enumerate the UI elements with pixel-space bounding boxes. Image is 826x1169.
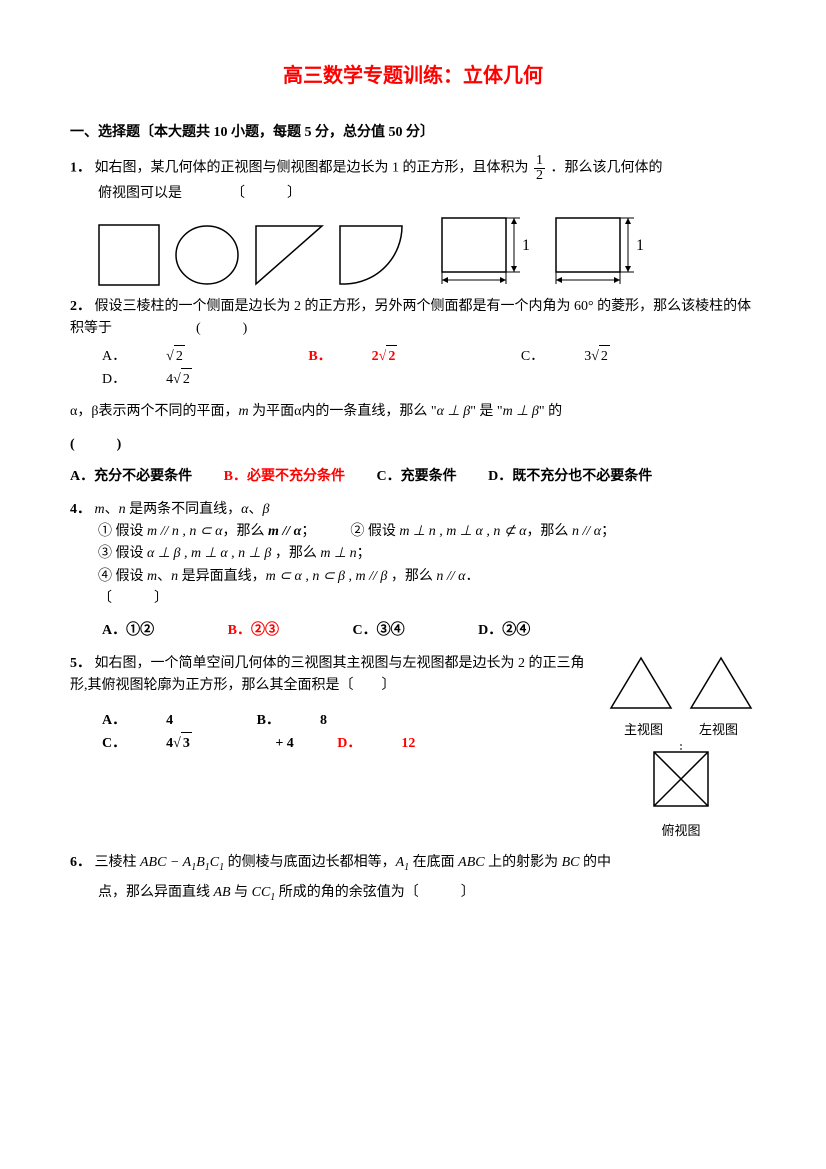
q5-label-top: 俯视图 — [606, 821, 756, 842]
q5-label-main: 主视图 — [624, 720, 663, 741]
q1-frac-d: 2 — [534, 169, 545, 183]
q3-opt-b: B．必要不充分条件 — [224, 469, 345, 484]
q4-opt-a: A．①② — [102, 620, 154, 642]
q3-opt-c: C．充要条件 — [376, 469, 456, 484]
q3-opt-a: A．充分不必要条件 — [70, 469, 192, 484]
question-4: 4． m、n 是两条不同直线，α、β ① 假设 m // n , n ⊂ α，那… — [70, 499, 756, 643]
q5-label-left: 左视图 — [699, 720, 738, 741]
question-6: 6． 三棱柱 ABC − A1B1C1 的侧棱与底面边长都相等，A1 在底面 A… — [70, 852, 756, 905]
q5-views: 主视图 左视图 俯视图 — [606, 653, 756, 842]
q1-opt-a-icon — [98, 224, 160, 286]
q3-opt-d: D．既不充分也不必要条件 — [488, 469, 652, 484]
q5-opt-a: A．4 — [102, 710, 213, 732]
q2-opt-b: B．22 — [308, 345, 477, 368]
page-title: 高三数学专题训练：立体几何 — [70, 60, 756, 92]
q4-l4: ④ 假设 m、n 是异面直线，m ⊂ α , n ⊂ β , m // β ，那… — [70, 566, 756, 588]
question-1: 1． 如右图，某几何体的正视图与侧视图都是边长为 1 的正方形，且体积为 1 2… — [70, 154, 756, 285]
q1-num: 1． — [70, 161, 91, 176]
q5-opt-b: B．8 — [257, 710, 367, 732]
q1-opt-c-icon — [254, 224, 324, 286]
q4-opt-c: C．③④ — [352, 620, 404, 642]
q3-paren: ( ) — [70, 434, 756, 456]
q4-paren: 〔 〕 — [70, 588, 756, 610]
q1-text2: ．那么该几何体的 — [551, 161, 663, 176]
q2-text: 假设三棱柱的一个侧面是边长为 2 的正方形，另外两个侧面都是有一个内角为 60°… — [70, 299, 751, 336]
q4-num: 4． — [70, 502, 91, 517]
q1-dim2: 1 — [636, 237, 644, 254]
q1-text1: 如右图，某几何体的正视图与侧视图都是边长为 1 的正方形，且体积为 — [95, 161, 529, 176]
q5-triangles-icon — [606, 653, 756, 713]
q5-text1: 如右图，一个简单空间几何体的三视图其主视图与左视图都是边长为 2 的正三角形,其… — [70, 656, 585, 693]
q1-opt-d-icon — [338, 224, 404, 286]
q4-opt-b: B．②③ — [228, 620, 279, 642]
section-1-head: 一、选择题〔本大题共 10 小题，每题 5 分，总分值 50 分〕 — [70, 122, 756, 144]
q1-dim1: 1 — [522, 237, 530, 254]
q1-opt-b-icon — [174, 224, 240, 286]
question-3: α，β表示两个不同的平面，m 为平面α内的一条直线，那么 "α ⊥ β" 是 "… — [70, 401, 756, 488]
q2-num: 2． — [70, 299, 91, 314]
q6-num: 6． — [70, 855, 91, 870]
question-5: 5． 如右图，一个简单空间几何体的三视图其主视图与左视图都是边长为 2 的正三角… — [70, 653, 756, 842]
q3-line1: α，β表示两个不同的平面，m 为平面α内的一条直线，那么 "α ⊥ β" 是 "… — [70, 401, 756, 423]
q4-l3: ③ 假设 α ⊥ β , m ⊥ α , n ⊥ β ，那么 m ⊥ n； — [70, 543, 756, 565]
question-2: 2． 假设三棱柱的一个侧面是边长为 2 的正方形，另外两个侧面都是有一个内角为 … — [70, 296, 756, 392]
q1-figures: 1 1 — [98, 212, 756, 286]
q1-line2: 俯视图可以是 〔 〕 — [70, 183, 756, 205]
q2-opt-c: C．32 — [521, 345, 690, 368]
q5-opt-c: C．43 + 4 — [102, 732, 294, 755]
q5-opt-d: D．12 — [337, 733, 455, 755]
q4-l1: ① 假设 m // n , n ⊂ α，那么 m // α； ② 假设 m ⊥ … — [70, 521, 756, 543]
q5-top-view-icon — [646, 744, 716, 814]
q1-side-view-icon: 1 — [550, 212, 650, 286]
q1-frac-n: 1 — [534, 154, 545, 169]
q1-frac: 1 2 — [534, 154, 545, 183]
q2-opt-d: D．42 — [102, 368, 272, 391]
q4-opt-d: D．②④ — [478, 620, 530, 642]
q5-num: 5． — [70, 656, 91, 671]
q2-opt-a: A．2 — [102, 345, 265, 368]
q1-front-view-icon: 1 — [436, 212, 536, 286]
q4-head: m — [95, 502, 105, 517]
